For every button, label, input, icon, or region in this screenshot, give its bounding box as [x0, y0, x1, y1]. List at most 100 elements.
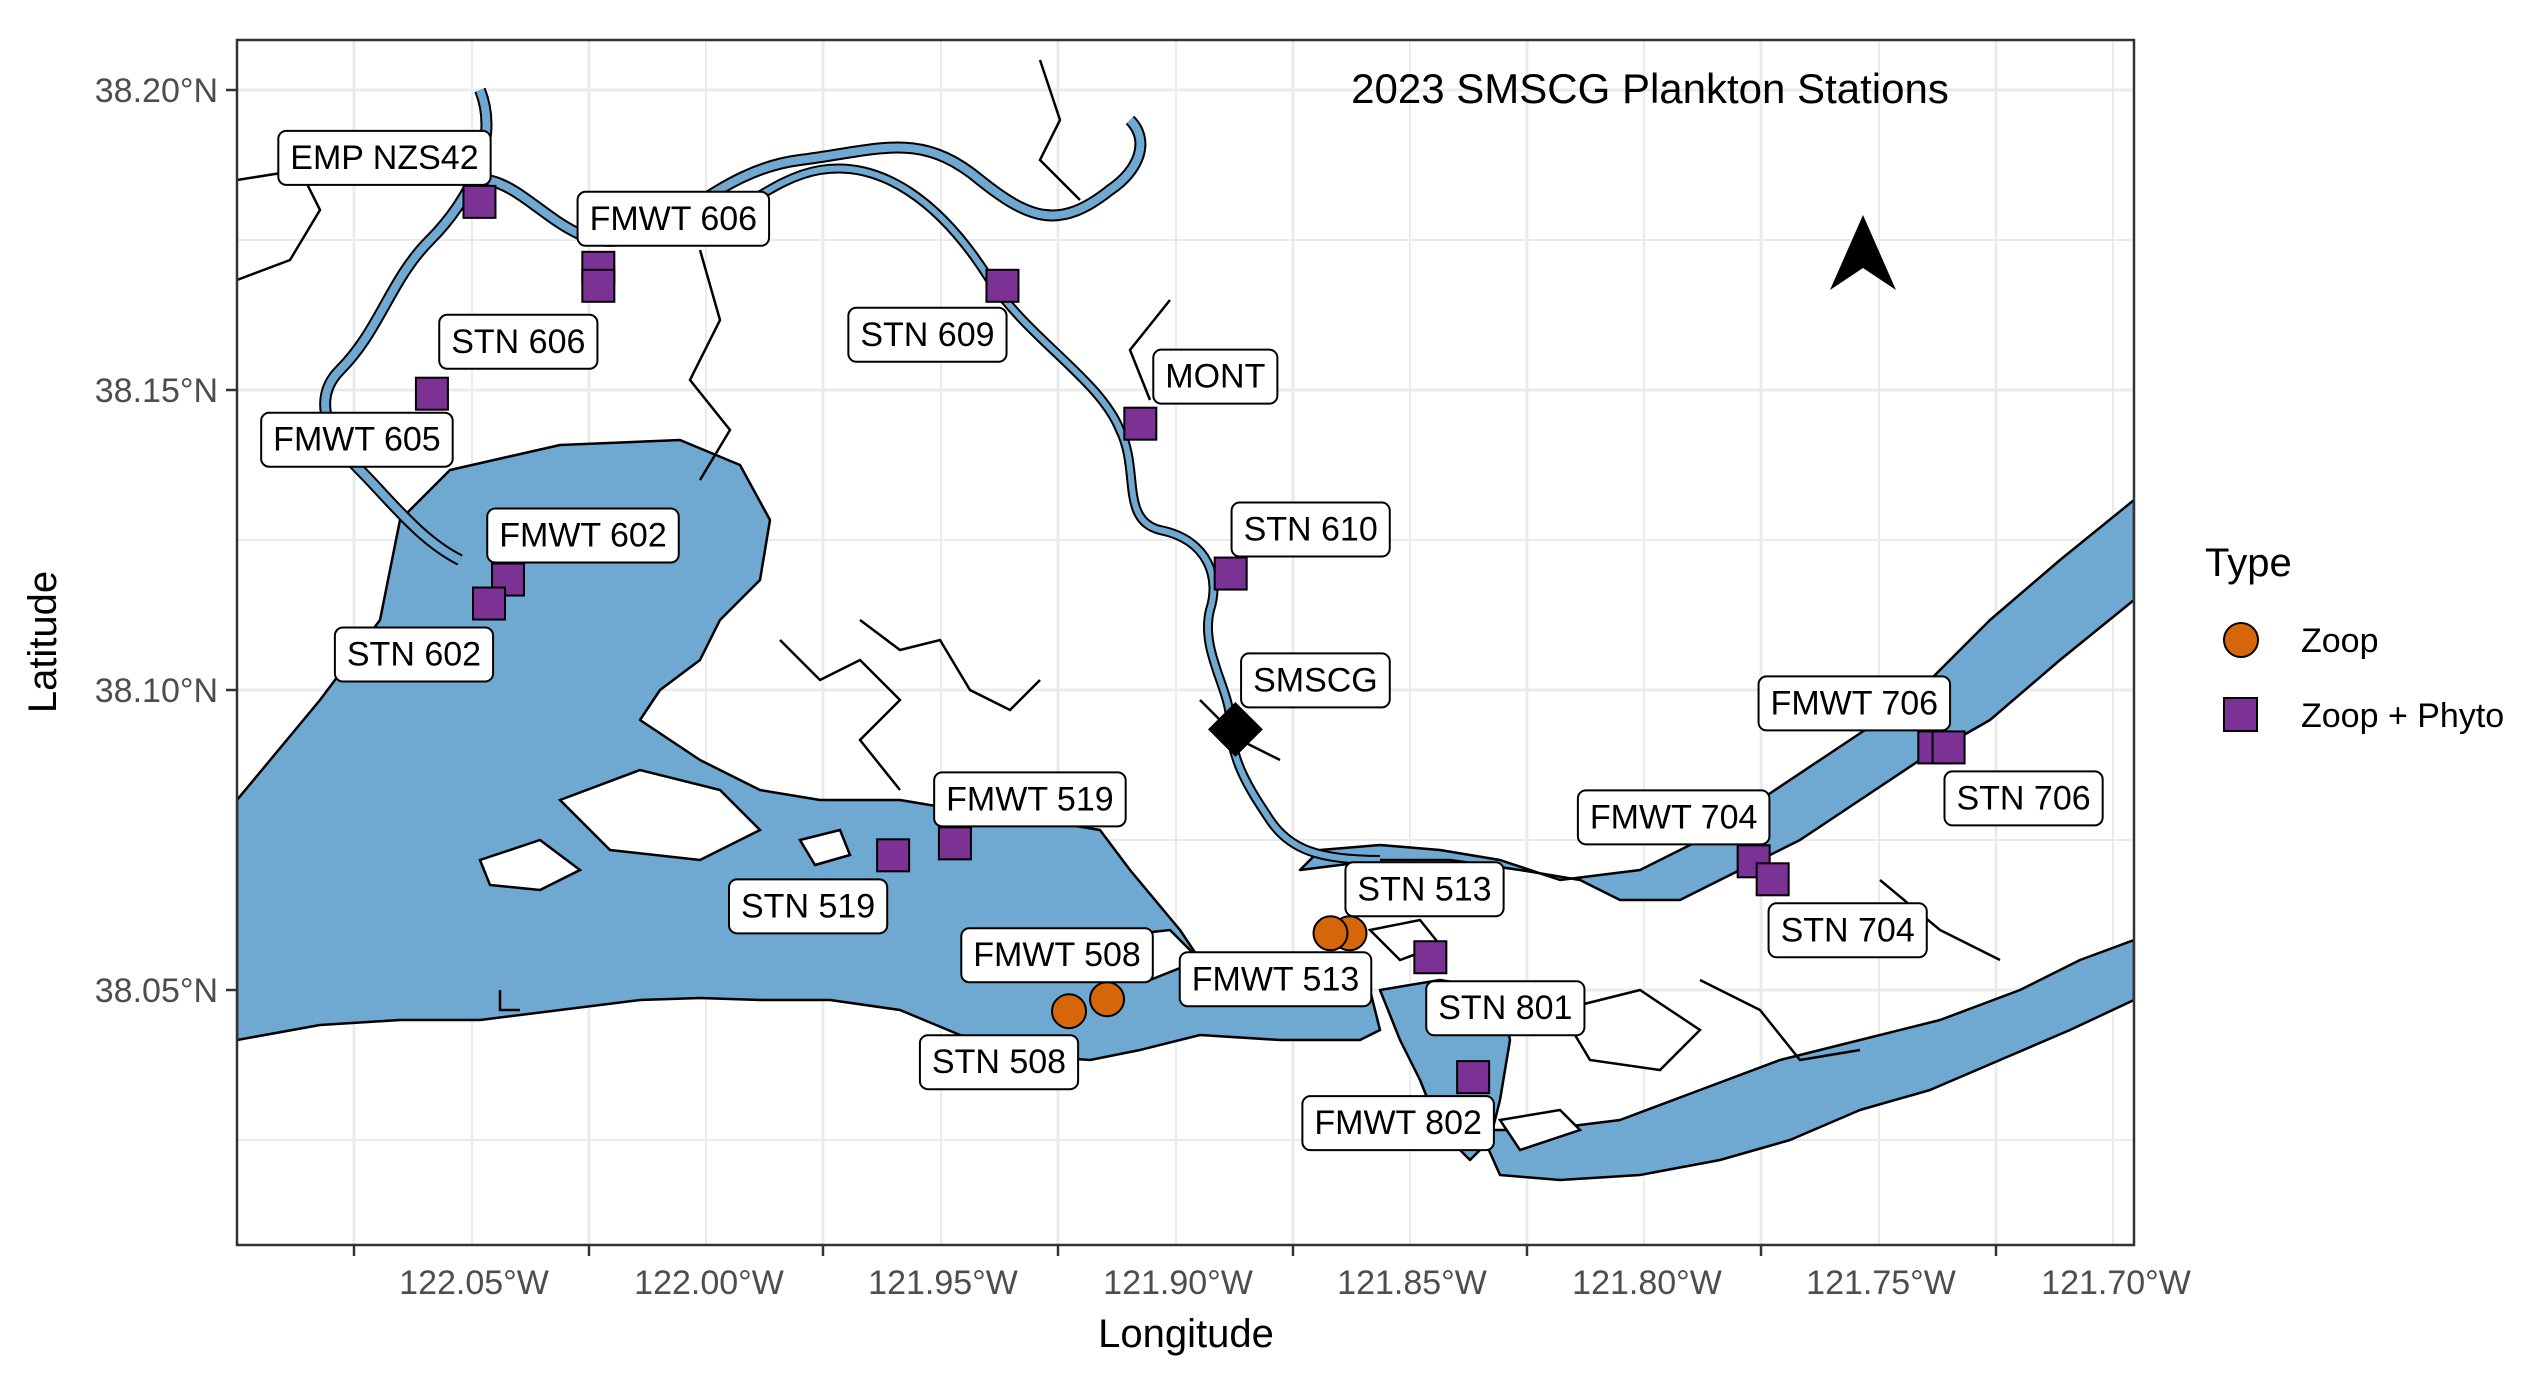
map-title: 2023 SMSCG Plankton Stations [1351, 65, 1949, 112]
station-label-stn-801: STN 801 [1425, 980, 1586, 1037]
station-marker-fmwt-519 [937, 826, 972, 861]
station-label-text: STN 606 [451, 323, 585, 361]
station-label-box [1757, 675, 1952, 732]
station-label-box [1240, 652, 1391, 709]
station-label-box [1767, 902, 1928, 959]
x-tick-label: 121.95°W [868, 1264, 1018, 1302]
station-marker-stn-602 [471, 586, 506, 621]
station-label-stn-508: STN 508 [918, 1034, 1080, 1091]
station-label-box [847, 306, 1008, 363]
station-label-fmwt-802: FMWT 802 [1301, 1095, 1495, 1152]
station-label-text: STN 706 [1956, 779, 2090, 817]
station-label-text: FMWT 519 [946, 780, 1114, 818]
island [1497, 1108, 1583, 1152]
station-label-mont: MONT [1152, 348, 1279, 405]
y-tick-label: 38.15°N [95, 372, 218, 410]
x-tick-label: 122.00°W [634, 1264, 784, 1302]
station-markers [414, 184, 1966, 1095]
x-tick-label: 121.85°W [1337, 1264, 1487, 1302]
station-label-fmwt-704: FMWT 704 [1576, 789, 1771, 846]
station-marker-stn-704 [1755, 862, 1790, 897]
station-label-text: FMWT 802 [1314, 1104, 1482, 1142]
island [1558, 988, 1702, 1072]
station-marker-fmwt-802 [1456, 1060, 1491, 1095]
station-marker-stn-606 [581, 268, 616, 303]
shoreline-line [779, 639, 902, 791]
station-label-text: FMWT 706 [1771, 684, 1939, 722]
station-label-fmwt-606: FMWT 606 [576, 190, 771, 247]
station-label-stn-513: STN 513 [1344, 861, 1505, 918]
station-label-stn-519: STN 519 [728, 878, 889, 935]
shoreline-line [688, 249, 732, 481]
station-label-text: STN 610 [1244, 511, 1378, 549]
shoreline-details [237, 59, 2001, 1062]
y-tick-label: 38.20°N [95, 72, 218, 110]
station-label-box [918, 1034, 1080, 1091]
station-label-text: FMWT 605 [273, 421, 441, 459]
x-tick-label: 122.05°W [399, 1264, 549, 1302]
y-tick-labels: 38.20°N 38.15°N 38.10°N 38.05°N [95, 72, 218, 1010]
station-label-stn-609: STN 609 [847, 306, 1008, 363]
y-axis-title: Latitude [21, 571, 65, 713]
station-label-box [728, 878, 889, 935]
legend-title: Type [2205, 541, 2292, 585]
station-label-fmwt-605: FMWT 605 [260, 411, 454, 468]
station-marker-stn-508 [1051, 993, 1088, 1030]
axis-ticks [226, 88, 1998, 1256]
north-arrow-icon [1830, 215, 1896, 290]
station-label-box [260, 411, 454, 468]
station-marker-mont [1123, 406, 1158, 441]
station-label-box [1301, 1095, 1495, 1152]
station-label-box [1344, 861, 1505, 918]
station-label-text: STN 519 [741, 887, 875, 925]
x-tick-label: 121.80°W [1572, 1264, 1722, 1302]
station-marker-stn-519 [876, 838, 911, 873]
shoreline-line [498, 990, 520, 1012]
legend-key-zoop-phyto [2223, 697, 2258, 732]
station-label-box [933, 771, 1127, 828]
station-label-text: SMSCG [1253, 661, 1378, 699]
station-label-text: EMP NZS42 [290, 139, 478, 177]
station-label-stn-602: STN 602 [333, 626, 495, 683]
station-label-text: FMWT 602 [499, 517, 667, 555]
station-label-stn-706: STN 706 [1943, 770, 2104, 827]
station-label-stn-606: STN 606 [438, 313, 599, 370]
station-label-text: FMWT 513 [1192, 960, 1360, 998]
legend: Type Zoop Zoop + Phyto [2205, 541, 2504, 735]
legend-key-zoop [2223, 622, 2259, 658]
station-label-box [1178, 951, 1373, 1008]
island [798, 828, 852, 867]
station-label-text: STN 513 [1357, 870, 1491, 908]
station-marker-fmwt-605 [414, 376, 449, 411]
station-label-box [960, 927, 1154, 984]
station-label-box [277, 129, 492, 186]
station-label-box [1230, 501, 1391, 558]
station-label-fmwt-706: FMWT 706 [1757, 675, 1952, 732]
station-label-text: STN 508 [932, 1043, 1066, 1081]
station-label-stn-610: STN 610 [1230, 501, 1391, 558]
station-label-text: FMWT 606 [590, 200, 758, 238]
y-tick-label: 38.10°N [95, 672, 218, 710]
station-label-text: FMWT 704 [1590, 798, 1758, 836]
shoreline-line [1699, 978, 1861, 1062]
station-marker-fmwt-508 [1089, 981, 1126, 1018]
shoreline-line [1038, 59, 1081, 201]
x-tick-label: 121.70°W [2041, 1264, 2191, 1302]
station-label-box [576, 190, 771, 247]
station-label-text: STN 704 [1781, 911, 1915, 949]
station-label-box [333, 626, 495, 683]
station-marker-stn-706 [1931, 730, 1966, 765]
shoreline-line [1879, 879, 2001, 962]
x-tick-labels: 122.05°W 122.00°W 121.95°W 121.90°W 121.… [399, 1264, 2191, 1302]
station-marker-stn-609 [985, 268, 1020, 303]
station-label-box [1152, 348, 1279, 405]
station-label-stn-704: STN 704 [1767, 902, 1928, 959]
station-label-text: MONT [1165, 358, 1265, 396]
station-marker-smscg [1208, 702, 1263, 757]
sacramento-river-water [1298, 498, 2134, 902]
montezuma-slough-inner [659, 165, 1381, 863]
station-marker-stn-610 [1213, 556, 1248, 591]
island [557, 768, 763, 862]
